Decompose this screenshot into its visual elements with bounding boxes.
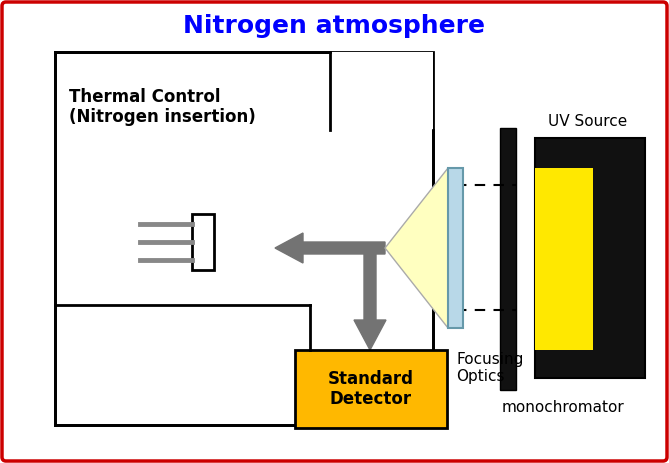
- FancyArrow shape: [275, 233, 385, 263]
- Text: Thermal Control
(Nitrogen insertion): Thermal Control (Nitrogen insertion): [69, 88, 256, 126]
- Bar: [535, 168, 593, 350]
- FancyArrow shape: [354, 248, 386, 350]
- Bar: [330, 52, 433, 130]
- Text: UV Source: UV Source: [548, 114, 628, 130]
- Bar: [192, 214, 214, 270]
- Text: Standard
Detector: Standard Detector: [328, 369, 414, 408]
- Bar: [535, 138, 645, 378]
- Bar: [500, 128, 516, 390]
- Text: Focusing
Optics: Focusing Optics: [456, 352, 523, 384]
- Bar: [448, 168, 463, 328]
- Text: Nitrogen atmosphere: Nitrogen atmosphere: [183, 14, 485, 38]
- Polygon shape: [385, 168, 448, 328]
- Bar: [295, 350, 447, 428]
- Bar: [55, 52, 433, 425]
- Text: monochromator: monochromator: [502, 400, 625, 415]
